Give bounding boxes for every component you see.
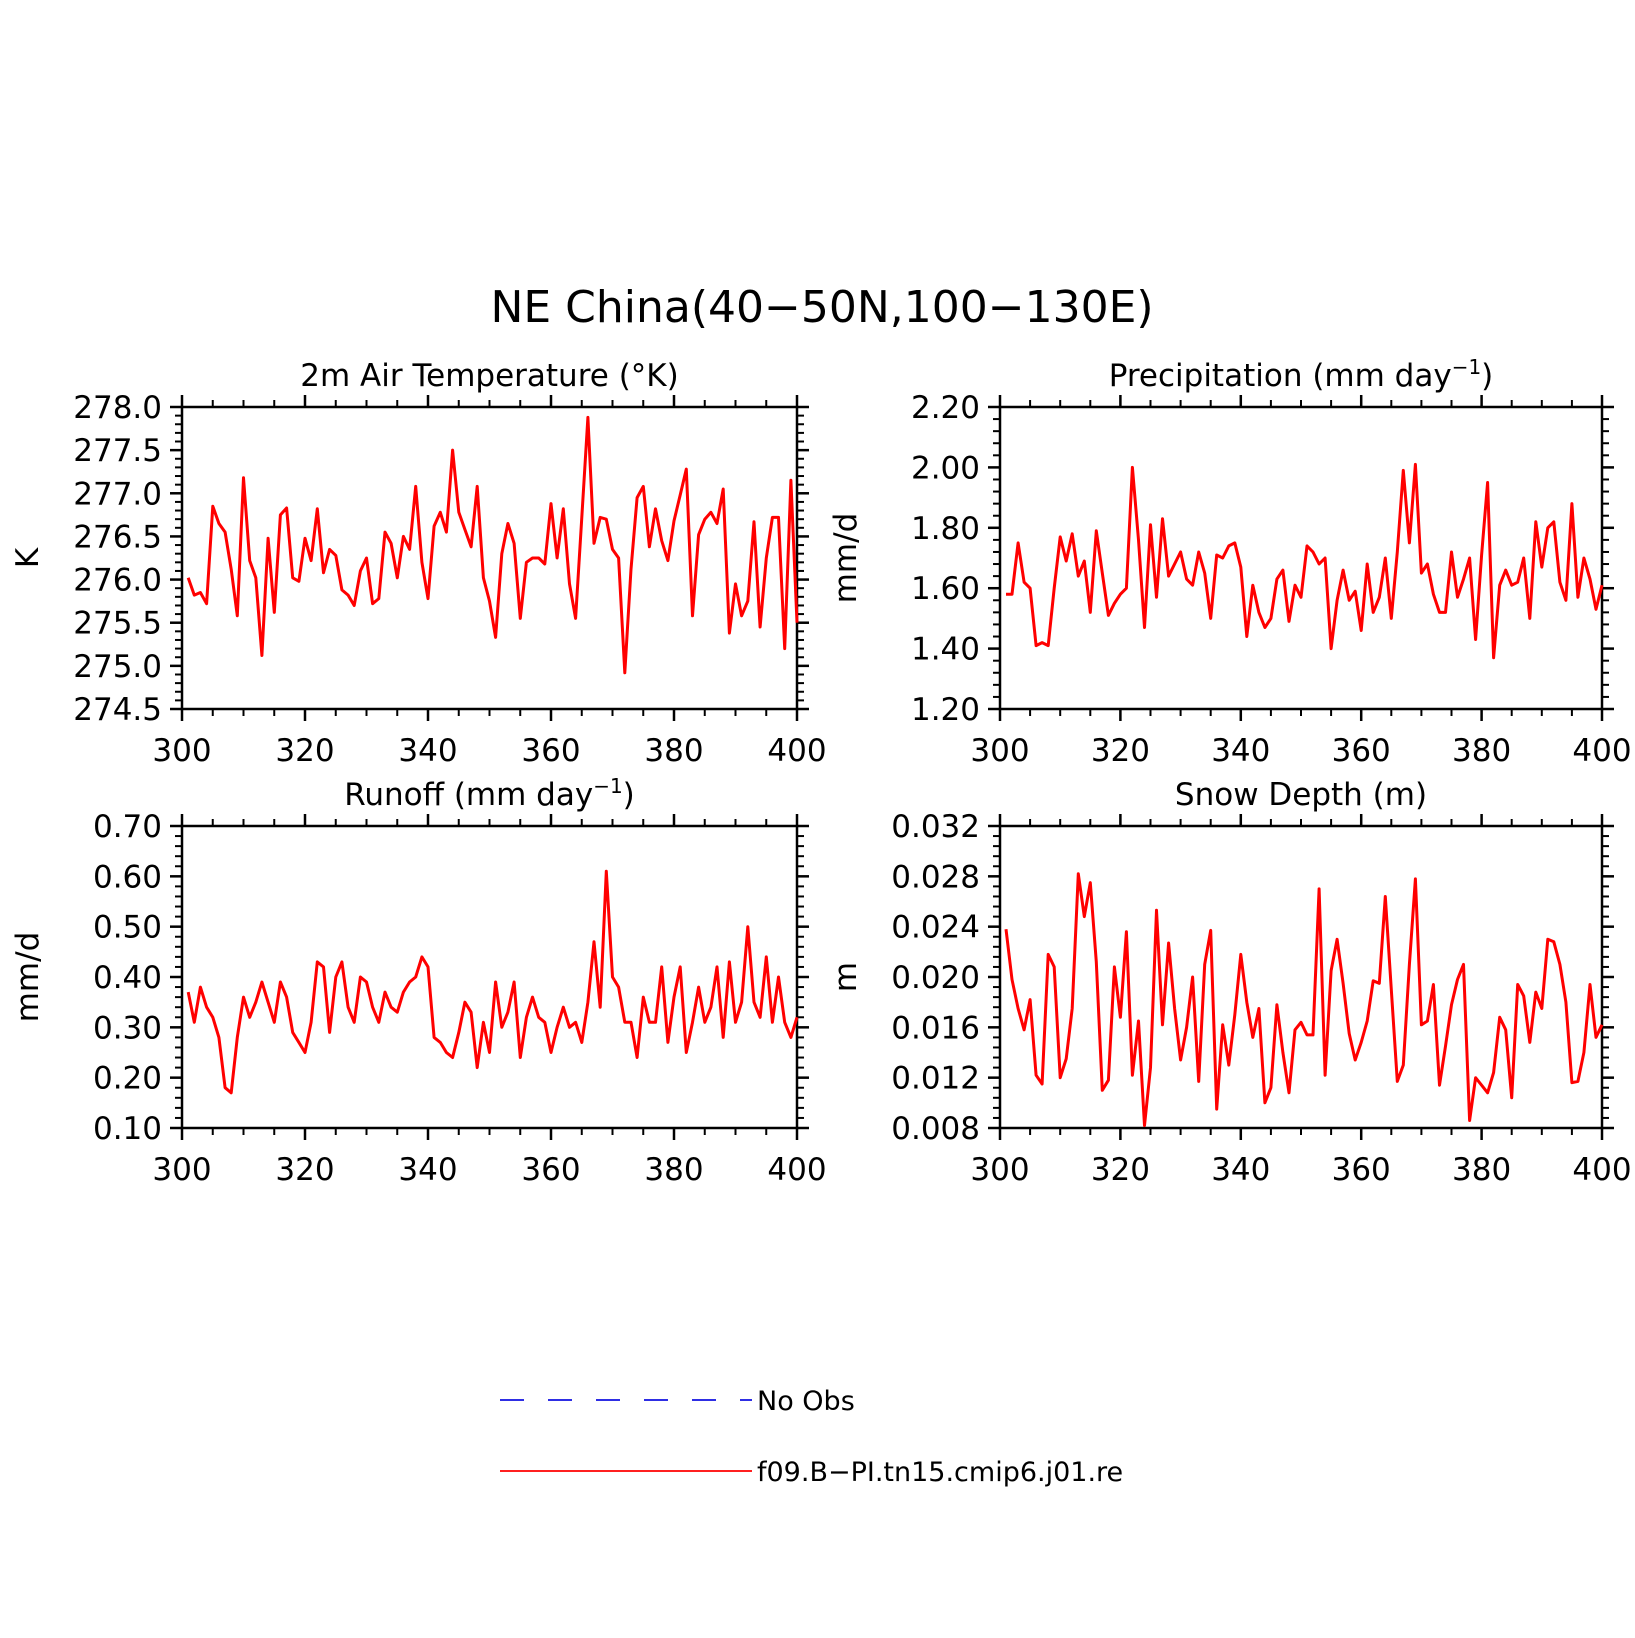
y-tick-label: 276.0 [73, 563, 162, 599]
y-tick-label: 275.5 [73, 606, 162, 642]
y-tick-label: 277.0 [73, 476, 162, 512]
plot-frame [998, 405, 1604, 711]
y-tick-label: 0.016 [891, 1010, 980, 1046]
x-tick-label: 300 [152, 733, 211, 769]
plot-frame [180, 824, 799, 1130]
panel-precipitation: Precipitation (mm day−1) mm/d 300 320 340 3… [828, 355, 1632, 769]
x-tick-label: 320 [275, 1152, 334, 1188]
x-tick-label: 360 [521, 733, 580, 769]
y-tick-label: 0.40 [93, 960, 162, 996]
y-tick-label: 0.032 [891, 809, 980, 845]
x-tick-label: 360 [521, 1152, 580, 1188]
y-tick-label: 0.60 [93, 859, 162, 895]
y-axis-label: mm/d [10, 932, 46, 1023]
y-tick-label: 0.008 [891, 1111, 980, 1147]
y-tick-label: 0.024 [891, 910, 980, 946]
x-tick-label: 360 [1332, 1152, 1391, 1188]
panel-snow-depth: Snow Depth (m) m 300 320 340 360 380 400 0.008… [828, 777, 1632, 1188]
x-tick-label: 380 [1452, 733, 1511, 769]
x-tick-label: 400 [767, 733, 826, 769]
y-tick-label: 1.20 [911, 692, 980, 728]
legend: No Obs f09.B−PI.tn15.cmip6.j01.re [500, 1386, 1123, 1488]
x-tick-label: 320 [1091, 733, 1150, 769]
figure-title: NE China(40−50N,100−130E) [490, 282, 1153, 333]
x-tick-label: 320 [1091, 1152, 1150, 1188]
y-tick-label: 0.30 [93, 1010, 162, 1046]
y-tick-label: 0.012 [891, 1061, 980, 1097]
y-tick-label: 2.20 [911, 390, 980, 426]
y-tick-label: 0.70 [93, 809, 162, 845]
x-tick-label: 400 [1572, 1152, 1631, 1188]
x-tick-label: 340 [1211, 733, 1270, 769]
y-tick-label: 274.5 [73, 692, 162, 728]
x-tick-label: 380 [644, 1152, 703, 1188]
y-tick-label: 0.50 [93, 910, 162, 946]
x-tick-label: 340 [398, 1152, 457, 1188]
y-tick-label: 1.40 [911, 632, 980, 668]
y-tick-label: 1.80 [911, 511, 980, 547]
x-tick-label: 400 [1572, 733, 1631, 769]
series-line [1006, 462, 1604, 660]
y-tick-label: 0.020 [891, 960, 980, 996]
panel-runoff: Runoff (mm day−1) mm/d 300 320 340 360 380 40… [10, 774, 827, 1188]
panel-title: Runoff (mm day−1) [344, 774, 635, 813]
y-tick-label: 1.60 [911, 571, 980, 607]
y-axis-label: m [828, 962, 864, 992]
y-tick-label: 2.00 [911, 450, 980, 486]
x-tick-label: 300 [152, 1152, 211, 1188]
y-tick-label: 275.0 [73, 649, 162, 685]
y-tick-label: 278.0 [73, 390, 162, 426]
y-tick-label: 277.5 [73, 433, 162, 469]
x-tick-label: 380 [644, 733, 703, 769]
panel-air-temperature: 2m Air Temperature (°K) K 300 320 340 360 38… [10, 358, 827, 769]
x-tick-label: 400 [767, 1152, 826, 1188]
plot-frame [180, 405, 799, 711]
y-tick-label: 0.10 [93, 1111, 162, 1147]
y-axis-label: mm/d [828, 513, 864, 604]
x-tick-label: 380 [1452, 1152, 1511, 1188]
panel-title: Snow Depth (m) [1175, 777, 1427, 813]
series-line [1004, 872, 1604, 1127]
panel-title: 2m Air Temperature (°K) [300, 358, 678, 394]
x-tick-label: 300 [970, 733, 1029, 769]
legend-label-no-obs: No Obs [757, 1386, 855, 1417]
y-tick-label: 0.20 [93, 1061, 162, 1097]
legend-label-model: f09.B−PI.tn15.cmip6.j01.re [757, 1457, 1123, 1488]
series-line [186, 415, 799, 675]
panel-title: Precipitation (mm day−1) [1109, 355, 1494, 394]
x-tick-label: 340 [398, 733, 457, 769]
x-tick-label: 360 [1332, 733, 1391, 769]
series-line [186, 869, 799, 1095]
y-tick-label: 0.028 [891, 859, 980, 895]
y-axis-label: K [10, 547, 46, 568]
x-tick-label: 340 [1211, 1152, 1270, 1188]
y-tick-label: 276.5 [73, 519, 162, 555]
x-tick-label: 300 [970, 1152, 1029, 1188]
x-tick-label: 320 [275, 733, 334, 769]
